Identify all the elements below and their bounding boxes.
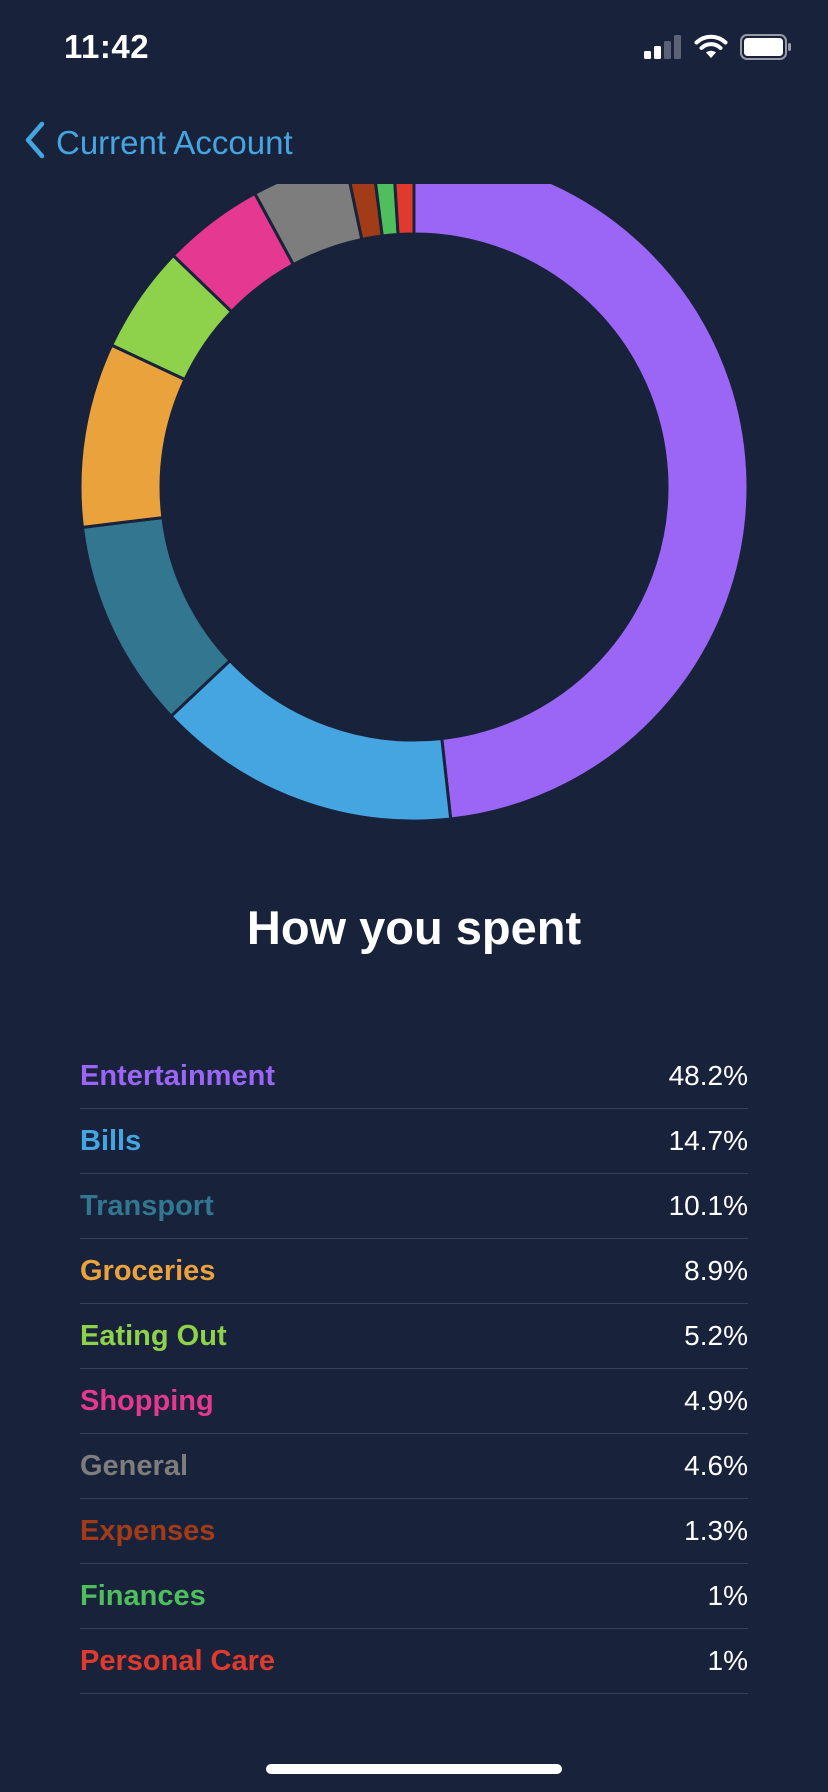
status-time: 11:42 <box>64 28 150 65</box>
category-name: Bills <box>80 1124 142 1157</box>
back-label: Current Account <box>56 123 293 161</box>
category-row-finances[interactable]: Finances 1% <box>80 1564 748 1629</box>
category-percent: 8.9% <box>684 1255 748 1286</box>
category-name: Groceries <box>80 1254 216 1287</box>
back-button[interactable]: Current Account <box>22 120 293 165</box>
status-bar: 11:42 <box>0 0 828 100</box>
category-row-expenses[interactable]: Expenses 1.3% <box>80 1499 748 1564</box>
nav-bar: Current Account <box>0 110 828 174</box>
category-row-transport[interactable]: Transport 10.1% <box>80 1174 748 1239</box>
category-name: General <box>80 1449 188 1482</box>
category-row-groceries[interactable]: Groceries 8.9% <box>80 1239 748 1304</box>
home-indicator[interactable] <box>266 1764 562 1774</box>
category-percent: 5.2% <box>684 1320 748 1351</box>
category-row-entertainment[interactable]: Entertainment 48.2% <box>80 1044 748 1109</box>
battery-icon <box>740 34 792 65</box>
category-row-eating-out[interactable]: Eating Out 5.2% <box>80 1304 748 1369</box>
category-percent: 14.7% <box>668 1125 748 1156</box>
category-row-general[interactable]: General 4.6% <box>80 1434 748 1499</box>
category-percent: 4.9% <box>684 1385 748 1416</box>
category-percent: 4.6% <box>684 1450 748 1481</box>
section-title: How you spent <box>246 901 582 954</box>
status-icons <box>644 34 792 65</box>
category-row-bills[interactable]: Bills 14.7% <box>80 1109 748 1174</box>
donut-chart-svg <box>78 184 750 823</box>
category-name: Shopping <box>80 1384 214 1417</box>
category-name: Personal Care <box>80 1644 276 1677</box>
donut-slice-bills <box>168 658 453 823</box>
category-name: Expenses <box>80 1514 216 1547</box>
category-row-personal-care[interactable]: Personal Care 1% <box>80 1629 748 1694</box>
category-name: Finances <box>80 1579 206 1612</box>
chevron-left-icon <box>22 120 48 165</box>
category-name: Entertainment <box>80 1059 275 1092</box>
category-percent: 1.3% <box>684 1515 748 1546</box>
donut-slice-personal-care <box>393 184 416 237</box>
category-percent: 48.2% <box>668 1060 748 1091</box>
donut-slice-entertainment <box>412 184 750 821</box>
cellular-signal-icon <box>644 35 682 64</box>
category-name: Transport <box>80 1189 214 1222</box>
category-list: Entertainment 48.2% Bills 14.7% Transpor… <box>80 1044 748 1694</box>
category-percent: 1% <box>707 1580 748 1611</box>
wifi-icon <box>694 34 728 65</box>
category-name: Eating Out <box>80 1319 227 1352</box>
category-percent: 10.1% <box>668 1190 748 1221</box>
spending-donut-chart <box>0 184 828 844</box>
category-percent: 1% <box>707 1645 748 1676</box>
category-row-shopping[interactable]: Shopping 4.9% <box>80 1369 748 1434</box>
